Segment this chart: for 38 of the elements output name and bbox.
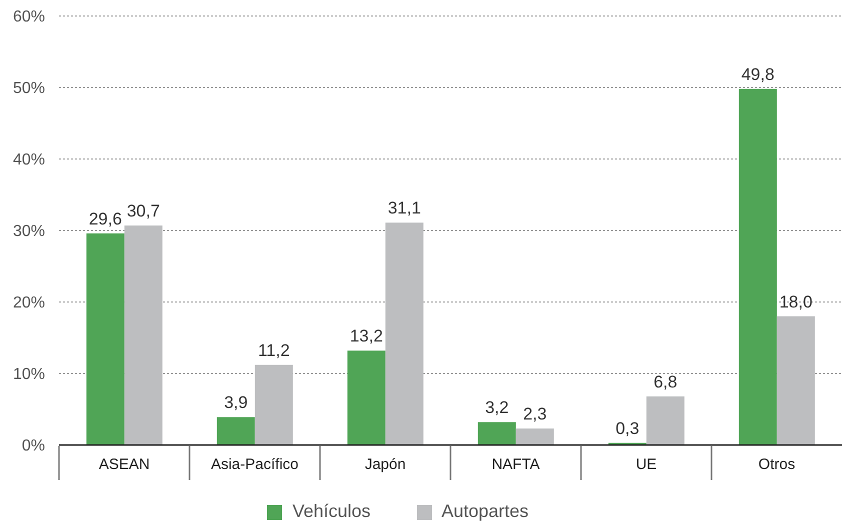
x-tick-label: Asia-Pacífico [210,456,299,473]
bar [124,225,162,445]
bar [478,422,516,445]
data-label: 3,2 [485,398,509,418]
data-label: 6,8 [654,372,678,392]
x-tick-label: ASEAN [98,456,150,473]
data-label: 3,9 [224,393,248,412]
x-tick-label: Otros [758,456,796,473]
data-label: 18,0 [779,292,812,312]
y-tick-label: 0% [22,438,45,455]
bar [516,428,554,445]
bar [216,417,255,445]
bar [738,88,777,445]
data-label: 11,2 [258,340,290,360]
data-label: 29,6 [88,209,122,228]
data-label: 30,7 [126,201,160,220]
legend-label: Vehículos [292,501,370,521]
data-label: 0,3 [616,418,640,438]
bar [347,350,386,445]
y-tick-label: 20% [12,294,45,312]
y-tick-label: 50% [12,80,45,98]
bar [254,364,293,445]
data-label: 31,1 [388,198,421,218]
data-label: 2,3 [523,404,547,424]
bar [86,233,124,445]
x-tick-label: Japón [364,456,406,473]
bar [646,396,684,445]
x-tick-label: NAFTA [492,456,540,473]
x-tick-label: UE [636,456,657,473]
y-tick-label: 10% [12,366,45,384]
bar [385,222,424,445]
legend-label: Autopartes [442,501,529,521]
bar [776,316,815,445]
y-tick-label: 60% [12,8,45,26]
data-label: 13,2 [350,326,383,346]
data-label: 49,8 [741,64,774,84]
y-tick-label: 30% [12,223,45,240]
y-tick-label: 40% [12,152,45,169]
